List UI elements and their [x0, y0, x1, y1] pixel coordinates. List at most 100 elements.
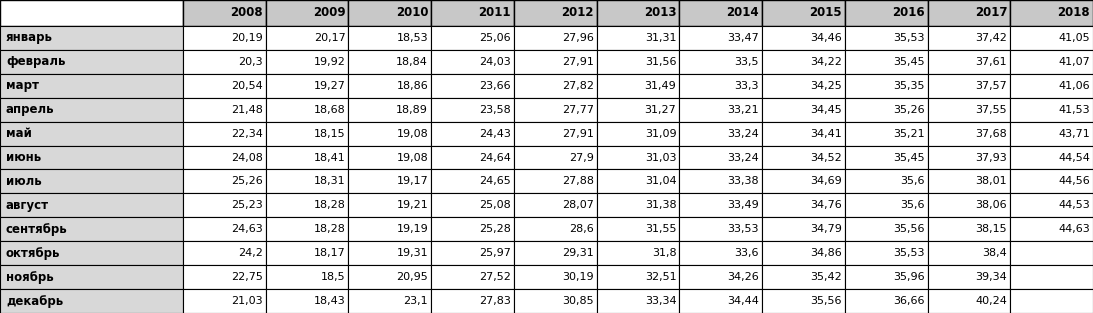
Bar — [349, 98, 431, 122]
Text: 2009: 2009 — [313, 7, 345, 19]
Bar — [349, 241, 431, 265]
Text: 34,86: 34,86 — [810, 248, 842, 258]
Bar — [597, 0, 680, 26]
Bar — [845, 74, 928, 98]
Text: 35,21: 35,21 — [893, 129, 925, 139]
Text: 37,57: 37,57 — [976, 81, 1008, 91]
Text: 41,05: 41,05 — [1058, 33, 1090, 43]
Text: 2012: 2012 — [561, 7, 593, 19]
Bar — [266, 50, 349, 74]
Text: 34,69: 34,69 — [810, 177, 842, 187]
Text: 24,08: 24,08 — [231, 152, 262, 162]
Bar — [845, 241, 928, 265]
Bar — [183, 0, 266, 26]
Bar — [1010, 241, 1093, 265]
Text: 35,53: 35,53 — [893, 33, 925, 43]
Bar — [349, 193, 431, 217]
Text: 27,96: 27,96 — [562, 33, 593, 43]
Bar — [762, 98, 845, 122]
Text: 19,19: 19,19 — [397, 224, 428, 234]
Text: 34,25: 34,25 — [810, 81, 842, 91]
Text: 22,34: 22,34 — [231, 129, 262, 139]
Text: 21,48: 21,48 — [231, 105, 262, 115]
Bar — [680, 146, 762, 170]
Bar — [845, 289, 928, 313]
Text: 18,41: 18,41 — [314, 152, 345, 162]
Bar — [266, 241, 349, 265]
Text: 22,75: 22,75 — [231, 272, 262, 282]
Text: январь: январь — [5, 32, 52, 44]
Text: 35,45: 35,45 — [893, 57, 925, 67]
Bar — [928, 50, 1010, 74]
Bar — [845, 0, 928, 26]
Bar — [1010, 265, 1093, 289]
Bar — [928, 26, 1010, 50]
Text: 19,21: 19,21 — [397, 200, 428, 210]
Bar — [514, 26, 597, 50]
Bar — [431, 289, 514, 313]
Text: 44,63: 44,63 — [1058, 224, 1090, 234]
Bar — [928, 289, 1010, 313]
Text: декабрь: декабрь — [5, 295, 63, 308]
Text: 23,58: 23,58 — [479, 105, 510, 115]
Text: 18,53: 18,53 — [397, 33, 428, 43]
Bar — [928, 98, 1010, 122]
Bar — [183, 122, 266, 146]
Bar — [597, 98, 680, 122]
Bar — [431, 193, 514, 217]
Bar — [514, 122, 597, 146]
Text: 18,43: 18,43 — [314, 296, 345, 306]
Bar — [680, 265, 762, 289]
Text: 36,66: 36,66 — [893, 296, 925, 306]
Bar — [1010, 122, 1093, 146]
Bar — [266, 26, 349, 50]
Bar — [0, 122, 183, 146]
Bar — [928, 217, 1010, 241]
Text: 27,82: 27,82 — [562, 81, 593, 91]
Text: 35,96: 35,96 — [893, 272, 925, 282]
Text: 33,49: 33,49 — [727, 200, 760, 210]
Bar — [266, 289, 349, 313]
Bar — [514, 50, 597, 74]
Text: 34,44: 34,44 — [727, 296, 760, 306]
Bar — [845, 193, 928, 217]
Bar — [431, 74, 514, 98]
Text: 28,07: 28,07 — [562, 200, 593, 210]
Bar — [597, 170, 680, 193]
Text: 44,53: 44,53 — [1058, 200, 1090, 210]
Bar — [183, 193, 266, 217]
Bar — [845, 217, 928, 241]
Text: 19,27: 19,27 — [314, 81, 345, 91]
Text: 2008: 2008 — [231, 7, 262, 19]
Text: 21,03: 21,03 — [231, 296, 262, 306]
Bar — [349, 74, 431, 98]
Bar — [1010, 98, 1093, 122]
Text: 2016: 2016 — [892, 7, 925, 19]
Text: 2010: 2010 — [396, 7, 428, 19]
Text: ноябрь: ноябрь — [5, 271, 54, 284]
Bar — [431, 98, 514, 122]
Text: 39,34: 39,34 — [976, 272, 1008, 282]
Text: 24,43: 24,43 — [479, 129, 510, 139]
Bar — [845, 170, 928, 193]
Text: 2014: 2014 — [727, 7, 760, 19]
Text: 33,34: 33,34 — [645, 296, 677, 306]
Bar — [1010, 50, 1093, 74]
Bar — [1010, 26, 1093, 50]
Text: 25,06: 25,06 — [480, 33, 510, 43]
Bar — [762, 170, 845, 193]
Bar — [762, 265, 845, 289]
Bar — [680, 0, 762, 26]
Text: 41,07: 41,07 — [1058, 57, 1090, 67]
Bar — [183, 241, 266, 265]
Bar — [680, 289, 762, 313]
Text: 38,01: 38,01 — [976, 177, 1008, 187]
Bar — [680, 217, 762, 241]
Bar — [0, 74, 183, 98]
Bar — [1010, 170, 1093, 193]
Text: 20,17: 20,17 — [314, 33, 345, 43]
Bar — [266, 122, 349, 146]
Bar — [928, 193, 1010, 217]
Bar — [680, 26, 762, 50]
Text: июль: июль — [5, 175, 42, 188]
